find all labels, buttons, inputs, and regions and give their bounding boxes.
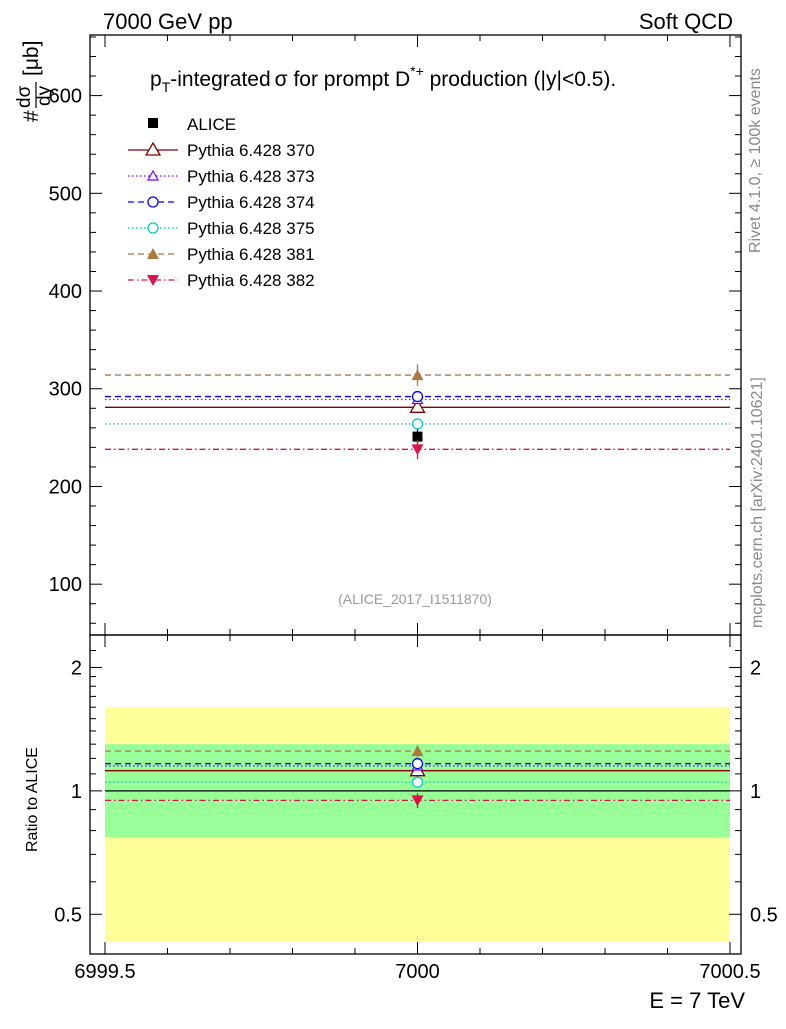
legend-label-370: Pythia 6.428 370: [187, 141, 315, 160]
title-sup: *+: [410, 63, 424, 79]
legend-entry-381: Pythia 6.428 381: [128, 245, 315, 264]
main-ytick-label: 300: [49, 379, 82, 401]
legend-marker-374: [147, 196, 159, 208]
main-ytick-label: 500: [49, 183, 82, 205]
ratio-data-point: [411, 776, 424, 788]
legend-label-381: Pythia 6.428 381: [187, 245, 315, 264]
legend-entry-373: Pythia 6.428 373: [128, 167, 315, 186]
ratio-ytick-label: 1: [71, 781, 82, 803]
legend-label-374: Pythia 6.428 374: [187, 193, 315, 212]
ratio-bands: [105, 707, 730, 942]
ratio-data-point: [411, 758, 424, 770]
ratio-ytick-label: 0.5: [54, 904, 82, 926]
legend-marker-370: [144, 141, 162, 156]
legend-entry-370: Pythia 6.428 370: [128, 141, 315, 160]
x-tick-labels: 6999.5 7000 7000.5: [74, 961, 760, 983]
legend-marker-382: [147, 275, 159, 286]
ratio-data-point: [411, 795, 424, 807]
main-data-point: [412, 431, 423, 442]
main-data-point: [411, 418, 424, 430]
title-sub-t: T: [162, 79, 171, 95]
ratio-series-points: [409, 744, 426, 809]
legend: ALICE Pythia 6.428 370 Pythia 6.428 373 …: [128, 115, 315, 290]
main-series-points: [409, 364, 426, 460]
legend-marker-373: [146, 169, 160, 181]
title-mid: -integrated: [170, 68, 270, 91]
ratio-panel: 0.5 0.5 1 1 2 2 Ratio to ALICE: [24, 634, 778, 955]
main-data-point: [411, 444, 424, 456]
legend-label-373: Pythia 6.428 373: [187, 167, 315, 186]
legend-label-382: Pythia 6.428 382: [187, 271, 315, 290]
main-axis-ticks: 100 200 300 400 500 600: [49, 35, 741, 635]
x-tick-label: 7000: [395, 961, 440, 983]
main-ylabel: # dσ dy [μb]: [14, 41, 55, 122]
mcplots-label: mcplots.cern.ch [arXiv:2401.10621]: [749, 377, 766, 628]
x-axis-label: E = 7 TeV: [649, 988, 745, 1013]
legend-entry-alice: ALICE: [148, 115, 236, 134]
header-right: Soft QCD: [639, 9, 733, 34]
main-data-point: [411, 369, 424, 381]
main-ytick-label: 400: [49, 281, 82, 303]
legend-marker-381: [147, 248, 159, 259]
legend-entry-382: Pythia 6.428 382: [128, 271, 315, 290]
ylabel-den: dy: [34, 85, 55, 106]
x-tick-label: 6999.5: [74, 961, 135, 983]
legend-entry-375: Pythia 6.428 375: [128, 219, 315, 238]
ylabel-unit: [μb]: [20, 41, 43, 76]
analysis-id: (ALICE_2017_I1511870): [338, 591, 492, 607]
main-panel: 100 200 300 400 500 600 pT-integrated σ for pr…: [14, 34, 742, 636]
legend-marker-alice: [148, 118, 158, 128]
main-data-point: [409, 399, 426, 413]
ratio-data-point: [411, 745, 424, 757]
ratio-ylabel: Ratio to ALICE: [24, 747, 41, 852]
legend-label-375: Pythia 6.428 375: [187, 219, 315, 238]
ratio-ytick-label: 2: [71, 657, 82, 679]
main-ytick-label: 100: [49, 574, 82, 596]
ylabel-num: dσ: [14, 85, 35, 108]
chart-title: pT-integrated σ for prompt D*+ production…: [150, 63, 616, 95]
title-rest1: for prompt D: [288, 68, 411, 91]
legend-label-alice: ALICE: [187, 115, 236, 134]
legend-marker-375: [147, 222, 159, 234]
ratio-ytick-label-right: 0.5: [750, 904, 778, 926]
title-p: p: [150, 68, 162, 91]
x-tick-label: 7000.5: [699, 961, 760, 983]
ratio-ytick-label-right: 1: [750, 781, 761, 803]
title-rest2: production (|y|<0.5).: [424, 68, 616, 91]
ratio-axis-ticks: 0.5 0.5 1 1 2 2: [54, 634, 778, 955]
title-sigma: σ: [275, 68, 288, 91]
ratio-frame: [89, 634, 742, 955]
main-data-point: [411, 390, 424, 403]
main-ytick-label: 600: [49, 86, 82, 108]
ratio-ytick-label-right: 2: [750, 657, 761, 679]
ylabel-hash: #: [20, 110, 43, 122]
main-ytick-label: 200: [49, 476, 82, 498]
rivet-label: Rivet 4.1.0, ≥ 100k events: [747, 68, 764, 253]
header-left: 7000 GeV pp: [103, 9, 233, 34]
legend-entry-374: Pythia 6.428 374: [128, 193, 315, 212]
